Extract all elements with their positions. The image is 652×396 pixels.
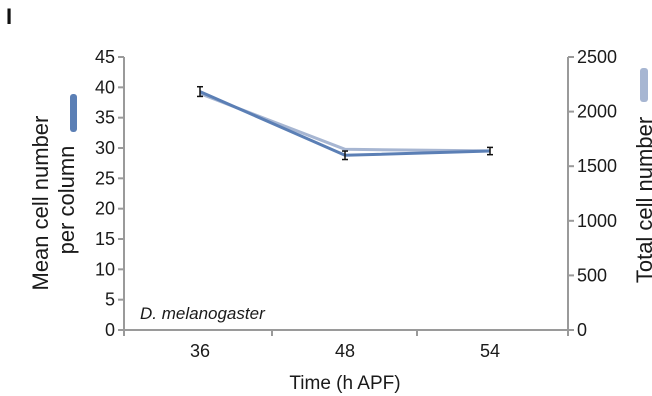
- left-y-axis-title-line-2: per column: [54, 146, 79, 255]
- left-tick-label: 0: [105, 320, 115, 340]
- right-tick-label: 2500: [577, 47, 617, 67]
- series-layer: [197, 85, 493, 161]
- right-y-axis-title: Total cell number: [632, 117, 652, 283]
- right-tick-label: 500: [577, 265, 607, 285]
- left-tick-label: 15: [95, 229, 115, 249]
- right-tick-label: 1000: [577, 211, 617, 231]
- x-axis: 36 48 54: [123, 329, 569, 361]
- left-tick-label: 30: [95, 138, 115, 158]
- left-tick-label: 45: [95, 47, 115, 67]
- left-y-axis: 0 5 10 15 20 25 30 35 40 45: [95, 47, 125, 340]
- x-tick-label: 48: [335, 341, 355, 361]
- x-tick-label: 54: [480, 341, 500, 361]
- left-tick-label: 35: [95, 108, 115, 128]
- right-tick-label: 2000: [577, 102, 617, 122]
- left-tick-label: 20: [95, 199, 115, 219]
- panel-letter: I: [6, 4, 12, 29]
- left-tick-label: 40: [95, 77, 115, 97]
- right-tick-label: 1500: [577, 156, 617, 176]
- left-tick-label: 5: [105, 290, 115, 310]
- species-annotation: D. melanogaster: [140, 304, 266, 323]
- total-cell-number-line: [199, 92, 491, 153]
- left-tick-label: 25: [95, 168, 115, 188]
- left-series-legend-swatch: [70, 94, 77, 132]
- x-tick-label: 36: [190, 341, 210, 361]
- left-tick-label: 10: [95, 259, 115, 279]
- left-y-axis-title-line-1: Mean cell number: [28, 116, 53, 291]
- right-tick-label: 0: [577, 320, 587, 340]
- mean-cell-number-line: [199, 90, 491, 157]
- left-y-axis-title: Mean cell number per column: [28, 110, 79, 291]
- x-axis-title: Time (h APF): [289, 373, 400, 394]
- right-series-legend-swatch: [640, 68, 648, 102]
- right-y-axis: 0 500 1000 1500 2000 2500: [567, 47, 617, 340]
